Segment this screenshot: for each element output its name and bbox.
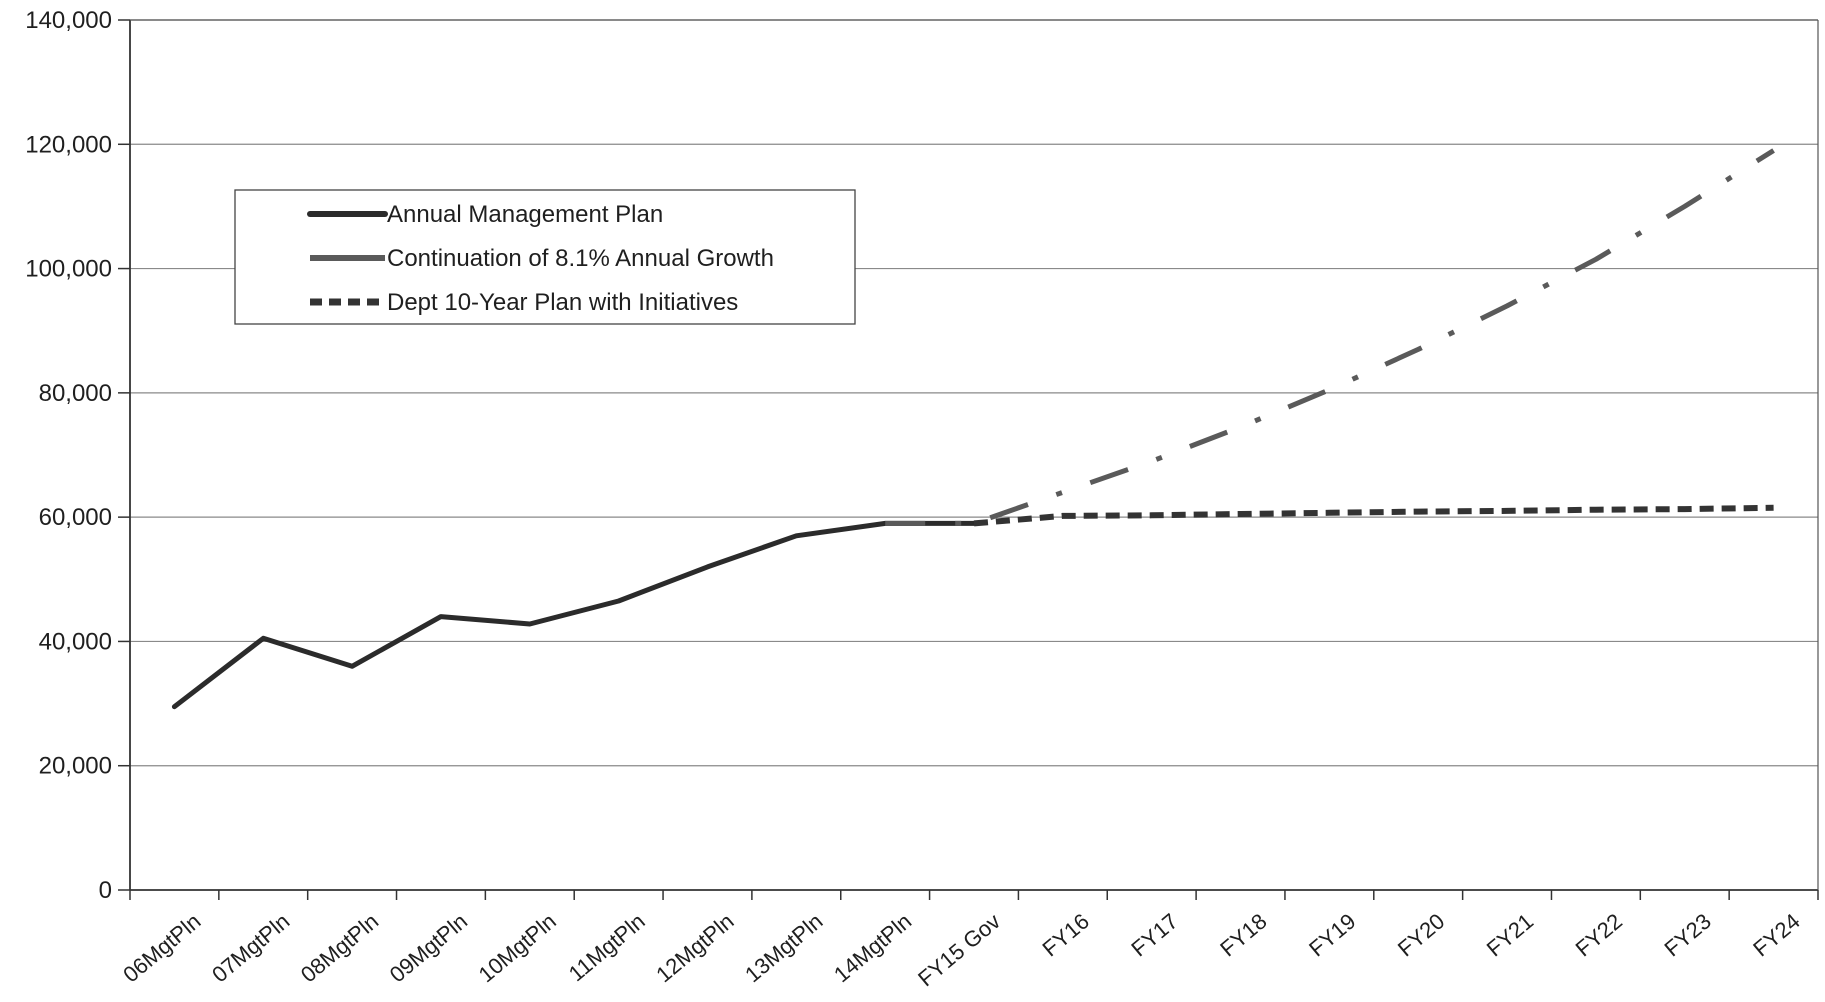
y-tick-label: 100,000 xyxy=(25,256,112,283)
series-line-3 xyxy=(973,504,1774,527)
series-lines xyxy=(171,148,1775,710)
y-tick-label: 60,000 xyxy=(39,504,112,531)
y-tick-label: 140,000 xyxy=(25,7,112,34)
y-tick-label: 120,000 xyxy=(25,131,112,158)
y-tick-label: 80,000 xyxy=(39,380,112,407)
legend: Annual Management Plan Continuation of 8.… xyxy=(234,189,856,325)
legend-label: Dept 10-Year Plan with Initiatives xyxy=(387,289,738,316)
legend-label: Annual Management Plan xyxy=(387,201,663,228)
y-tick-label: 40,000 xyxy=(39,628,112,655)
y-tick-label: 20,000 xyxy=(39,753,112,780)
series-line-1 xyxy=(171,520,977,710)
legend-label: Continuation of 8.1% Annual Growth xyxy=(387,245,774,272)
y-tick-label: 0 xyxy=(99,877,112,904)
